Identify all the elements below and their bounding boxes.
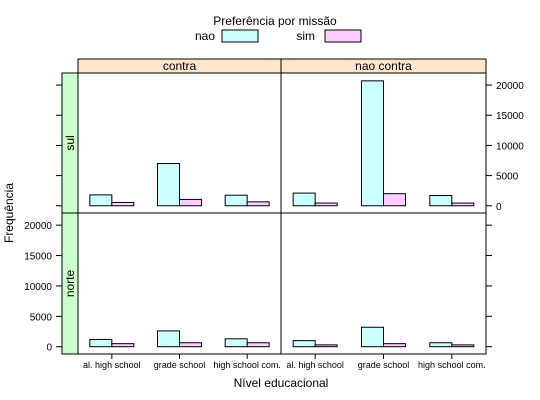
x-tick-label: grade school	[358, 360, 410, 370]
bar-nao	[292, 340, 316, 348]
y-tick-label: 0	[46, 343, 52, 354]
legend-label-sim: sim	[296, 29, 315, 43]
bar-sim	[111, 343, 135, 348]
y-tick-label: 15000	[24, 252, 52, 263]
bar-nao	[292, 192, 316, 207]
panels	[77, 72, 487, 355]
panel-sul-contra	[77, 72, 282, 214]
bar-sim	[246, 201, 270, 207]
bar-nao	[361, 326, 384, 348]
bar-sim	[179, 198, 202, 207]
bar-nao	[157, 163, 180, 207]
bar-nao	[157, 330, 180, 348]
y-tick-label: 20000	[24, 221, 52, 232]
x-tick-label: high school com.	[418, 360, 486, 370]
bar-nao	[429, 195, 453, 207]
bar-nao	[224, 338, 248, 348]
legend-title: Preferência por missão	[213, 14, 337, 28]
bar-sim	[383, 343, 406, 348]
bar-sim	[451, 344, 475, 348]
bar-sim	[314, 344, 338, 348]
panel-norte-contra	[77, 212, 282, 355]
x-tick-label: high school com.	[213, 360, 281, 370]
bar-sim	[451, 202, 475, 207]
row-strip-label: norte	[63, 270, 77, 298]
bar-nao	[224, 194, 248, 207]
panel-norte-nao-contra	[280, 212, 487, 355]
legend: Preferência por missão nao sim	[195, 14, 362, 43]
y-tick-label: 10000	[496, 141, 524, 152]
y-tick-label: 0	[496, 202, 502, 213]
legend-swatch-sim	[324, 29, 362, 43]
y-tick-label: 5000	[30, 312, 53, 323]
x-tick-label: al. high school	[286, 360, 344, 370]
x-tick-label: al. high school	[83, 360, 141, 370]
y-tick-label: 15000	[496, 111, 524, 122]
bar-sim	[246, 342, 270, 348]
panel-sul-nao-contra	[280, 72, 487, 214]
bar-nao	[89, 338, 113, 348]
row-strip-label: sul	[63, 135, 77, 150]
strips: contra nao contra sul norte	[61, 58, 487, 355]
x-tick-label: grade school	[154, 360, 206, 370]
legend-label-nao: nao	[195, 29, 215, 43]
bar-sim	[314, 202, 338, 207]
y-tick-label: 10000	[24, 282, 52, 293]
column-strip-label: nao contra	[355, 59, 412, 73]
column-strip-label: contra	[163, 59, 197, 73]
bar-nao	[89, 194, 113, 207]
bar-sim	[179, 342, 202, 348]
axes: 0 0 5000 5000 10000 10000 15000 15000 20000 20000…	[24, 81, 524, 370]
legend-swatch-nao	[221, 29, 259, 43]
x-axis-label: Nível educacional	[234, 376, 329, 390]
y-tick-label: 20000	[496, 81, 524, 92]
bar-nao	[361, 80, 384, 207]
bar-nao	[429, 342, 453, 348]
bar-sim	[111, 201, 135, 207]
y-tick-label: 5000	[496, 172, 519, 183]
y-axis-label: Frequência	[2, 183, 16, 243]
bar-sim	[383, 193, 406, 207]
